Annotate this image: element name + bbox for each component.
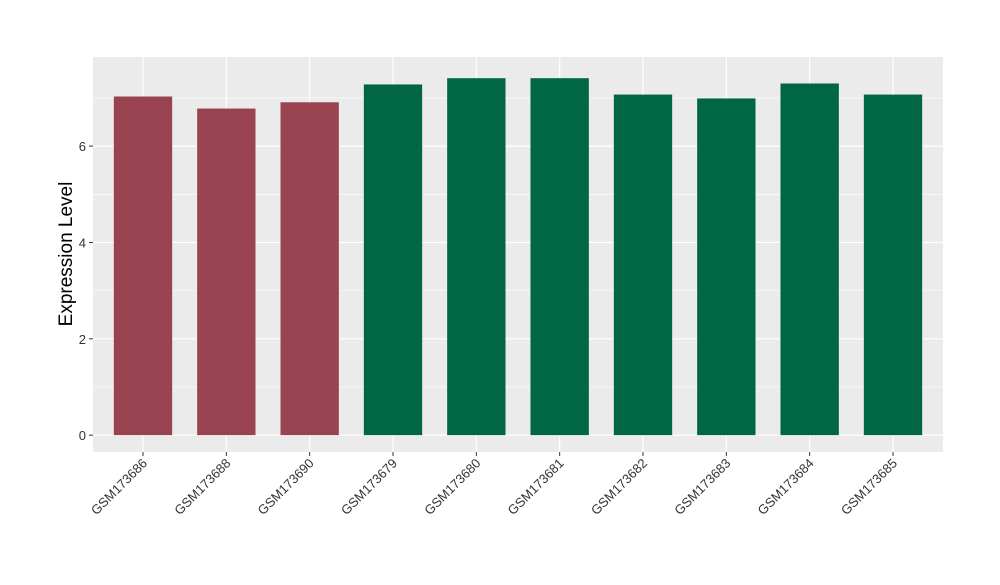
y-axis: 0 2 4 6 xyxy=(79,139,93,443)
bar xyxy=(863,94,923,436)
x-axis: GSM173686 GSM173688 GSM173690 GSM173679 GSM1… xyxy=(88,452,900,518)
x-tick-label: GSM173682 xyxy=(588,456,650,518)
y-tick-label: 4 xyxy=(79,235,86,250)
x-tick-label: GSM173683 xyxy=(671,456,733,518)
x-tick-label: GSM173681 xyxy=(505,456,567,518)
x-tick-label: GSM173688 xyxy=(171,456,233,518)
bar xyxy=(447,78,506,436)
x-tick-label: GSM173690 xyxy=(255,456,317,518)
bar xyxy=(113,96,173,436)
x-tick-label: GSM173679 xyxy=(338,456,400,518)
bar xyxy=(363,84,423,436)
y-tick-label: 0 xyxy=(79,428,86,443)
bars xyxy=(113,78,923,436)
bar xyxy=(780,83,839,436)
y-axis-title: Expression Level xyxy=(56,182,77,327)
bar xyxy=(697,98,756,436)
bar xyxy=(280,102,339,436)
bar xyxy=(197,108,256,436)
bar xyxy=(530,78,589,436)
x-tick-label: GSM173685 xyxy=(838,456,900,518)
y-tick-label: 6 xyxy=(79,139,86,154)
x-tick-label: GSM173686 xyxy=(88,456,150,518)
y-tick-label: 2 xyxy=(79,332,86,347)
x-tick-label: GSM173680 xyxy=(421,456,483,518)
bar xyxy=(613,94,673,436)
x-tick-label: GSM173684 xyxy=(755,456,817,518)
